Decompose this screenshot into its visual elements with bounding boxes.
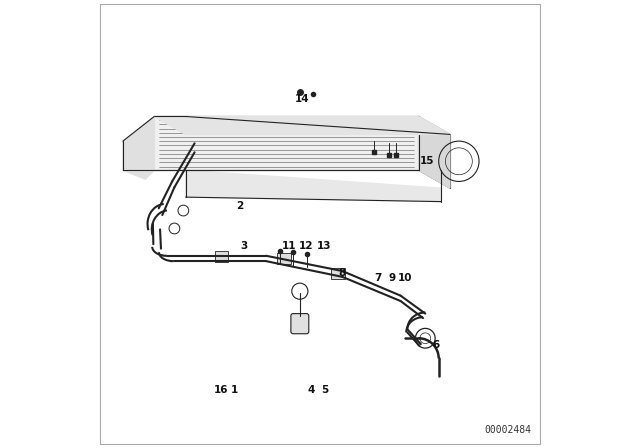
FancyBboxPatch shape: [291, 314, 309, 334]
Bar: [332, 268, 345, 279]
Text: 6: 6: [433, 340, 440, 350]
Polygon shape: [123, 116, 154, 179]
Text: 15: 15: [420, 156, 435, 166]
Text: 2: 2: [236, 201, 243, 211]
Text: 8: 8: [339, 268, 346, 278]
Text: 00002484: 00002484: [484, 425, 532, 435]
Text: 10: 10: [398, 273, 412, 283]
Text: 7: 7: [374, 273, 382, 283]
Polygon shape: [419, 116, 450, 188]
Polygon shape: [186, 170, 441, 202]
Bar: [278, 253, 291, 264]
Polygon shape: [154, 116, 419, 170]
Polygon shape: [154, 116, 450, 134]
Text: 16: 16: [214, 385, 228, 395]
Text: 11: 11: [282, 241, 296, 251]
Text: 3: 3: [240, 241, 248, 251]
Text: 4: 4: [307, 385, 315, 395]
Text: 9: 9: [388, 273, 396, 283]
Bar: [215, 251, 228, 262]
Text: 13: 13: [317, 241, 332, 251]
Text: 5: 5: [321, 385, 328, 395]
Text: 12: 12: [300, 241, 314, 251]
Text: 1: 1: [231, 385, 239, 395]
Text: 14: 14: [295, 94, 309, 103]
